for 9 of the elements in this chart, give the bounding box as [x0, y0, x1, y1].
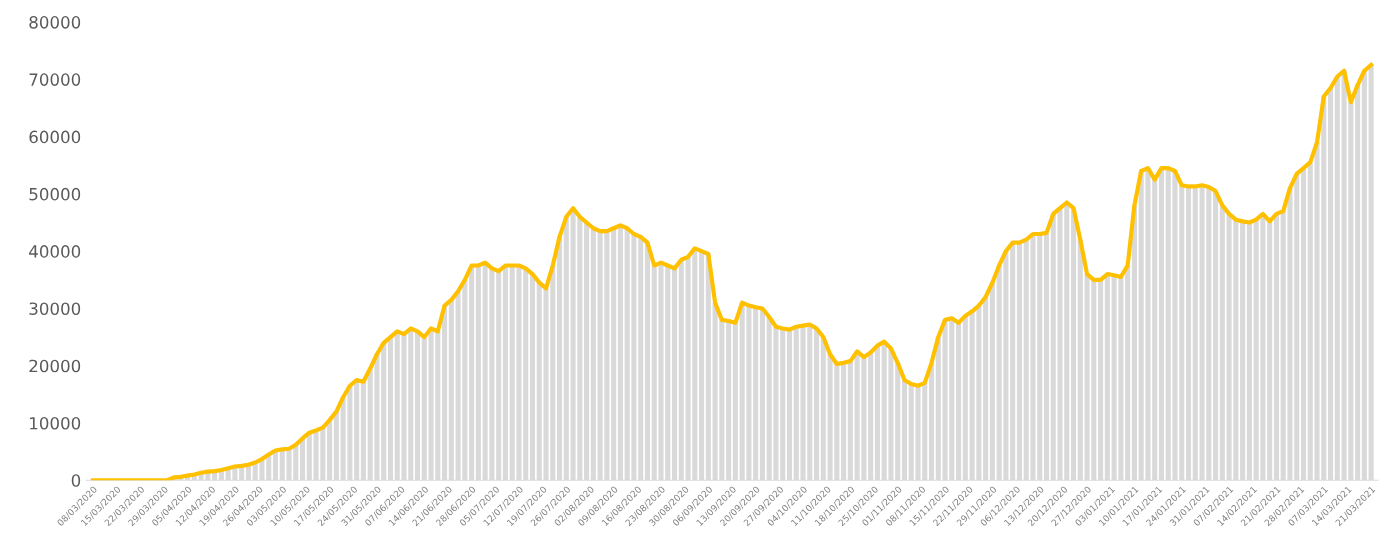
y-tick-label: 10000 [30, 416, 81, 430]
y-tick-label: 30000 [29, 302, 81, 315]
y-tick-label: 0 [71, 474, 81, 487]
y-tick-label: 60000 [29, 130, 81, 144]
y-tick-label: 20000 [29, 359, 81, 373]
y-tick-label: 50000 [29, 187, 81, 201]
y-tick-label: 80000 [29, 16, 81, 29]
y-tick-label: 40000 [29, 245, 81, 258]
y-tick-label: 70000 [29, 73, 81, 86]
